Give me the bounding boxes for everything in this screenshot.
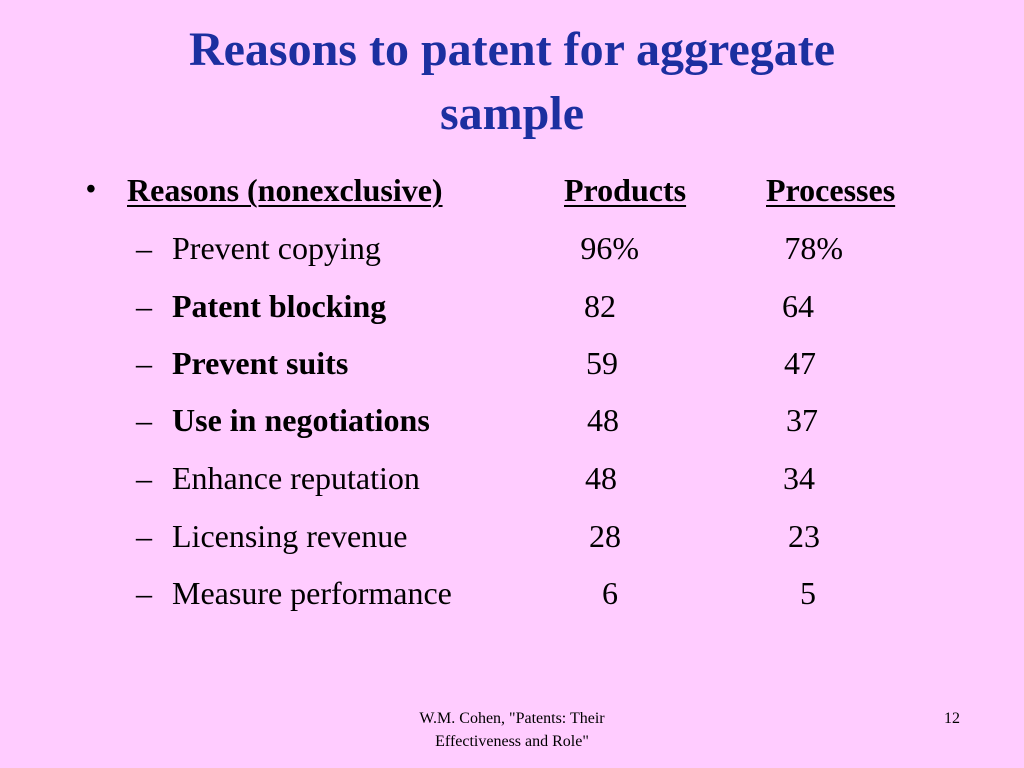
- row-products-value: 48: [587, 402, 619, 438]
- table-row: – Use in negotiations 48 37: [0, 398, 1024, 442]
- table-row: – Enhance reputation 48 34: [0, 456, 1024, 500]
- row-label: Enhance reputation: [172, 460, 420, 496]
- header-processes: Processes: [766, 172, 896, 208]
- row-label: Prevent copying: [172, 230, 381, 266]
- row-label: Licensing revenue: [172, 518, 408, 554]
- row-label: Prevent suits: [172, 345, 349, 381]
- row-processes-value: 5: [800, 575, 816, 611]
- row-label: Measure performance: [172, 575, 452, 611]
- row-products-value: 28: [589, 518, 621, 554]
- row-processes-value: 34: [783, 460, 815, 496]
- table-row: – Licensing revenue 28 23: [0, 514, 1024, 558]
- table-row: – Prevent suits 59 47: [0, 341, 1024, 385]
- slide-title: Reasons to patent for aggregate sample: [0, 18, 1024, 146]
- dash-marker: –: [136, 345, 152, 381]
- row-processes-value: 64: [782, 288, 814, 324]
- row-products-value: 6: [602, 575, 618, 611]
- row-processes-value: 78%: [784, 230, 843, 266]
- footer-source-line1: W.M. Cohen, "Patents: Their: [419, 710, 605, 727]
- row-products-value: 82: [584, 288, 616, 324]
- footer-source: W.M. Cohen, "Patents: Their Effectivenes…: [372, 707, 652, 753]
- slide-title-line1: Reasons to patent for aggregate: [188, 23, 836, 76]
- dash-marker: –: [136, 575, 152, 611]
- header-reasons: Reasons (nonexclusive): [127, 172, 443, 208]
- row-processes-value: 37: [786, 402, 818, 438]
- slide-title-line2: sample: [440, 87, 584, 140]
- bullet-icon: •: [86, 174, 96, 205]
- dash-marker: –: [136, 288, 152, 324]
- row-label: Use in negotiations: [172, 402, 430, 438]
- row-products-value: 48: [585, 460, 617, 496]
- dash-marker: –: [136, 230, 152, 266]
- row-processes-value: 47: [784, 345, 816, 381]
- row-processes-value: 23: [788, 518, 820, 554]
- table-row: – Measure performance 6 5: [0, 571, 1024, 615]
- dash-marker: –: [136, 460, 152, 496]
- row-products-value: 59: [586, 345, 618, 381]
- table-row: – Patent blocking 82 64: [0, 284, 1024, 328]
- table-header-row: • Reasons (nonexclusive) Products Proces…: [0, 168, 1024, 212]
- header-products: Products: [564, 172, 687, 208]
- page-number: 12: [944, 710, 960, 727]
- footer-source-line2: Effectiveness and Role": [435, 733, 589, 750]
- row-products-value: 96%: [580, 230, 639, 266]
- table-row: – Prevent copying 96% 78%: [0, 226, 1024, 270]
- dash-marker: –: [136, 402, 152, 438]
- row-label: Patent blocking: [172, 288, 387, 324]
- dash-marker: –: [136, 518, 152, 554]
